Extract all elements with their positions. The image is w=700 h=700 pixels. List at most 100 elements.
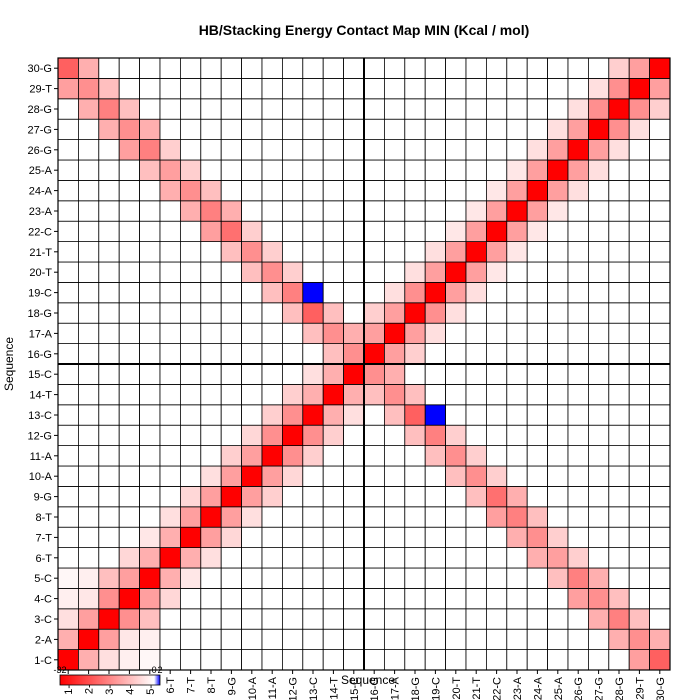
heatmap-cell bbox=[343, 506, 365, 528]
heatmap-cell bbox=[78, 485, 100, 508]
heatmap-cell bbox=[628, 200, 651, 222]
heatmap-cell bbox=[383, 159, 406, 181]
heatmap-cell bbox=[220, 445, 242, 467]
heatmap-cell bbox=[383, 404, 406, 426]
heatmap-cell bbox=[567, 241, 589, 263]
heatmap-cell bbox=[139, 322, 161, 345]
heatmap-cell bbox=[588, 608, 610, 630]
heatmap-cell bbox=[98, 588, 120, 610]
heatmap-cell bbox=[281, 159, 304, 181]
heatmap-cell bbox=[608, 179, 630, 202]
heatmap-cell bbox=[628, 302, 651, 324]
heatmap-cell bbox=[465, 465, 487, 487]
heatmap-cell bbox=[588, 649, 610, 671]
heatmap-cell bbox=[424, 322, 447, 345]
heatmap-cell bbox=[343, 179, 365, 202]
heatmap-cell bbox=[567, 424, 589, 447]
heatmap-cell bbox=[261, 424, 283, 447]
heatmap-cell bbox=[465, 78, 487, 100]
heatmap-cell bbox=[322, 78, 345, 100]
heatmap-cell bbox=[139, 567, 161, 589]
y-tick-label: 18-G bbox=[28, 308, 52, 320]
heatmap-cell bbox=[343, 526, 365, 549]
heatmap-cell bbox=[179, 139, 202, 161]
heatmap-cell bbox=[424, 547, 447, 569]
heatmap-cell bbox=[241, 588, 263, 610]
heatmap-cell bbox=[322, 179, 345, 202]
heatmap-cell bbox=[343, 404, 365, 426]
heatmap-cell bbox=[465, 281, 487, 304]
heatmap-cell bbox=[485, 179, 508, 202]
heatmap-cell bbox=[363, 465, 385, 487]
heatmap-cell bbox=[526, 78, 549, 100]
heatmap-cell bbox=[363, 220, 385, 242]
heatmap-cell bbox=[567, 57, 589, 79]
heatmap-cell bbox=[445, 118, 467, 140]
heatmap-cell bbox=[281, 465, 304, 487]
heatmap-cell bbox=[118, 139, 140, 161]
heatmap-cell bbox=[649, 57, 671, 79]
heatmap-cell bbox=[649, 220, 671, 242]
heatmap-cell bbox=[649, 98, 671, 120]
heatmap-cell bbox=[200, 57, 222, 79]
heatmap-cell bbox=[281, 261, 304, 283]
heatmap-cell bbox=[200, 159, 222, 181]
heatmap-cell bbox=[78, 302, 100, 324]
heatmap-cell bbox=[159, 241, 181, 263]
heatmap-cell bbox=[383, 200, 406, 222]
heatmap-cell bbox=[363, 567, 385, 589]
heatmap-cell bbox=[220, 383, 242, 406]
heatmap-cell bbox=[322, 261, 345, 283]
heatmap-cell bbox=[200, 98, 222, 120]
heatmap-cell bbox=[179, 200, 202, 222]
heatmap-cell bbox=[404, 363, 426, 385]
heatmap-cell bbox=[465, 404, 487, 426]
heatmap-cell bbox=[465, 261, 487, 283]
heatmap-cell bbox=[78, 404, 100, 426]
heatmap-cell bbox=[220, 363, 242, 385]
heatmap-cell bbox=[159, 200, 181, 222]
heatmap-cell bbox=[118, 159, 140, 181]
heatmap-cell bbox=[424, 98, 447, 120]
heatmap-cell bbox=[445, 57, 467, 79]
heatmap-cell bbox=[567, 200, 589, 222]
heatmap-cell bbox=[588, 220, 610, 242]
heatmap-cell bbox=[445, 547, 467, 569]
heatmap-cell bbox=[383, 424, 406, 447]
x-tick-label: 28-G bbox=[614, 677, 626, 700]
y-tick-label: 14-T bbox=[29, 390, 52, 402]
heatmap-cell bbox=[118, 465, 140, 487]
heatmap-cell bbox=[179, 383, 202, 406]
heatmap-cell bbox=[159, 526, 181, 549]
heatmap-cell bbox=[526, 98, 549, 120]
heatmap-cell bbox=[139, 404, 161, 426]
heatmap-cell bbox=[485, 281, 508, 304]
heatmap-cell bbox=[179, 506, 202, 528]
heatmap-cell bbox=[343, 465, 365, 487]
heatmap-cell bbox=[241, 485, 263, 508]
heatmap-cell bbox=[526, 628, 549, 651]
heatmap-cell bbox=[57, 526, 79, 549]
heatmap-cell bbox=[404, 383, 426, 406]
heatmap-cell bbox=[649, 118, 671, 140]
heatmap-cell bbox=[608, 78, 630, 100]
heatmap-cell bbox=[179, 322, 202, 345]
heatmap-cell bbox=[322, 159, 345, 181]
heatmap-cell bbox=[343, 363, 365, 385]
x-tick-label: 29-T bbox=[634, 677, 646, 700]
heatmap-cell bbox=[567, 261, 589, 283]
heatmap-cell bbox=[220, 118, 242, 140]
heatmap-cell bbox=[567, 78, 589, 100]
heatmap-cell bbox=[179, 220, 202, 242]
heatmap-cell bbox=[57, 57, 79, 79]
heatmap-cell bbox=[159, 322, 181, 345]
heatmap-cell bbox=[343, 78, 365, 100]
heatmap-cell bbox=[628, 118, 651, 140]
heatmap-cell bbox=[445, 404, 467, 426]
heatmap-cell bbox=[547, 547, 569, 569]
heatmap-cell bbox=[404, 281, 426, 304]
heatmap-cell bbox=[628, 78, 651, 100]
heatmap-cell bbox=[404, 343, 426, 365]
x-tick-label: 9-G bbox=[226, 677, 238, 695]
heatmap-cell bbox=[159, 608, 181, 630]
